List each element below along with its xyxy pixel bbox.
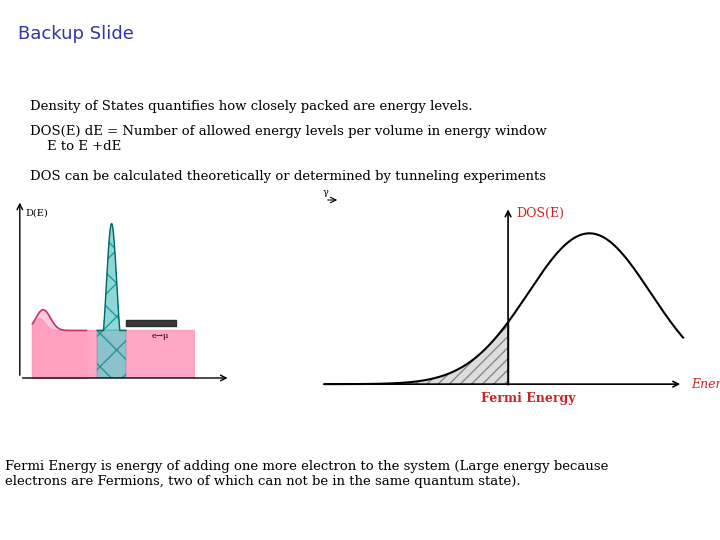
Text: DOS(E): DOS(E) xyxy=(516,206,564,219)
Polygon shape xyxy=(32,319,194,378)
Text: DOS can be calculated theoretically or determined by tunneling experiments: DOS can be calculated theoretically or d… xyxy=(30,170,546,183)
Text: D(E): D(E) xyxy=(25,209,48,218)
Text: DOS(E) dE = Number of allowed energy levels per volume in energy window
    E to: DOS(E) dE = Number of allowed energy lev… xyxy=(30,125,546,153)
Text: γ: γ xyxy=(323,188,329,197)
Text: Energy: Energy xyxy=(691,377,720,390)
Text: Density of States quantifies how closely packed are energy levels.: Density of States quantifies how closely… xyxy=(30,100,472,113)
Text: Fermi Energy is energy of adding one more electron to the system (Large energy b: Fermi Energy is energy of adding one mor… xyxy=(5,460,608,488)
Text: e→μ: e→μ xyxy=(151,332,168,340)
Polygon shape xyxy=(325,322,508,384)
Text: Fermi Energy: Fermi Energy xyxy=(481,392,576,404)
Text: Backup Slide: Backup Slide xyxy=(18,25,134,43)
